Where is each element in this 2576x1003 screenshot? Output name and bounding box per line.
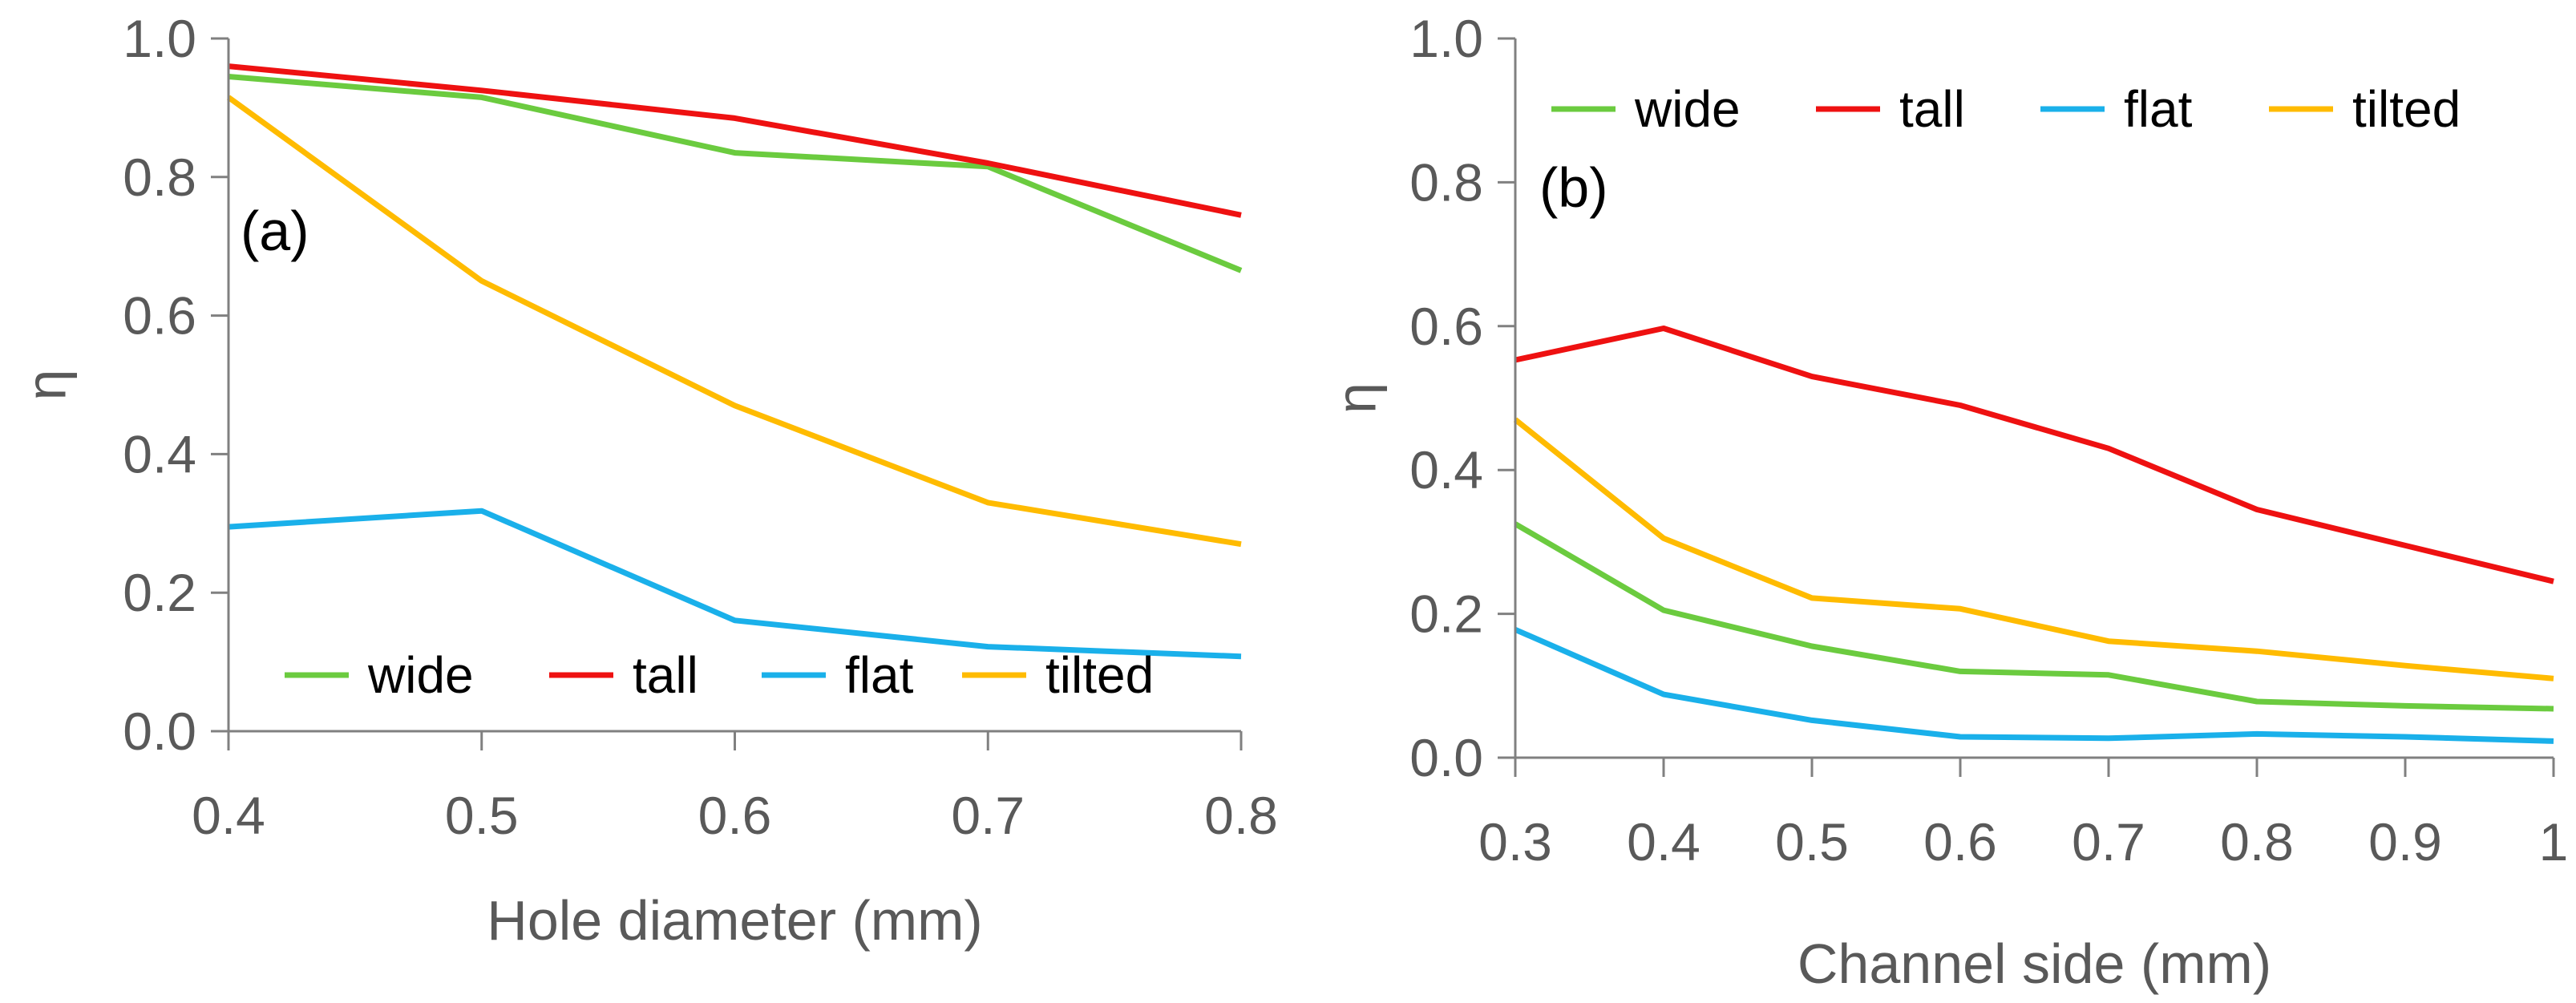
x-tick-label: 0.7 xyxy=(951,786,1025,845)
x-axis-label: Hole diameter (mm) xyxy=(487,889,982,952)
legend: wide tall flat tilted xyxy=(1551,80,2461,138)
y-tick-label: 0.2 xyxy=(123,563,196,622)
y-tick-label: 0.8 xyxy=(1409,152,1483,212)
legend-label-wide: wide xyxy=(367,646,474,704)
x-tick-label: 0.5 xyxy=(1775,812,1849,872)
y-tick-label: 0.4 xyxy=(1409,440,1483,499)
series-line-wide xyxy=(1514,521,2554,712)
series-line-tilted xyxy=(226,95,1242,548)
x-axis-label: Channel side (mm) xyxy=(1798,932,2271,995)
y-tick-label: 1.0 xyxy=(123,9,196,68)
series-line-flat xyxy=(228,508,1242,660)
y-tick-label: 0.4 xyxy=(123,424,196,483)
legend-label-tilted: tilted xyxy=(2352,80,2461,138)
x-tick-label: 0.8 xyxy=(1204,786,1278,845)
x-tick-label: 0.5 xyxy=(445,786,519,845)
y-tick-label: 0.0 xyxy=(123,702,196,761)
legend-label-tilted: tilted xyxy=(1045,646,1154,704)
series-line-tall xyxy=(1514,326,2554,584)
panel-label: (a) xyxy=(241,200,309,262)
y-tick-label: 0.6 xyxy=(123,286,196,346)
y-tick-label: 1.0 xyxy=(1409,9,1483,68)
y-tick-label: 0.0 xyxy=(1409,728,1483,787)
x-tick-label: 0.3 xyxy=(1478,812,1552,872)
y-axis-label: η xyxy=(14,370,77,401)
series-line-wide xyxy=(228,74,1243,273)
series-line-flat xyxy=(1514,627,2554,744)
x-tick-label: 0.4 xyxy=(1627,812,1700,872)
series-line-tilted xyxy=(1513,417,2554,681)
x-tick-label: 0.6 xyxy=(698,786,772,845)
legend-label-tall: tall xyxy=(1899,80,1965,138)
x-tick-label: 0.8 xyxy=(2220,812,2294,872)
legend-label-tall: tall xyxy=(633,646,698,704)
x-tick-label: 1 xyxy=(2539,812,2569,872)
y-axis-label: η xyxy=(1324,382,1387,414)
y-tick-label: 0.2 xyxy=(1409,584,1483,644)
x-tick-label: 0.6 xyxy=(1923,812,1997,872)
legend-label-flat: flat xyxy=(2124,80,2193,138)
chart-panel-b: 0.0 0.2 0.4 0.6 0.8 1.0 0.3 0.4 0.5 0.6 0.7 0.8 0.9 1… xyxy=(1324,9,2568,995)
legend-label-flat: flat xyxy=(845,646,914,704)
y-tick-label: 0.6 xyxy=(1409,297,1483,356)
legend: wide tall flat tilted xyxy=(285,646,1154,704)
chart-panel-a: 0.0 0.2 0.4 0.6 0.8 1.0 0.4 0.5 0.6 0.7 0.8 Hole d… xyxy=(14,9,1277,952)
y-tick-label: 0.8 xyxy=(123,148,196,207)
x-tick-label: 0.9 xyxy=(2368,812,2442,872)
series-line-tall xyxy=(228,63,1242,218)
panel-label: (b) xyxy=(1539,156,1608,219)
x-tick-label: 0.4 xyxy=(192,786,265,845)
legend-label-wide: wide xyxy=(1634,80,1741,138)
x-tick-label: 0.7 xyxy=(2072,812,2145,872)
